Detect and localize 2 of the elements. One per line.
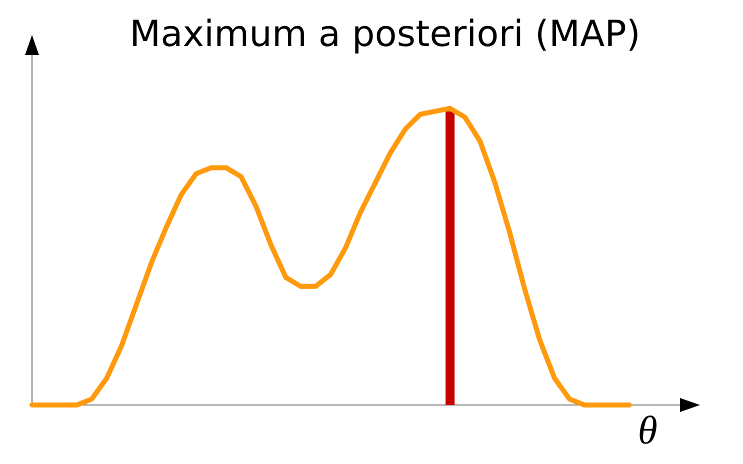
x-axis-title: θ [640, 416, 656, 444]
chart-title: Maximum a posteriori (MAP) [133, 18, 638, 54]
